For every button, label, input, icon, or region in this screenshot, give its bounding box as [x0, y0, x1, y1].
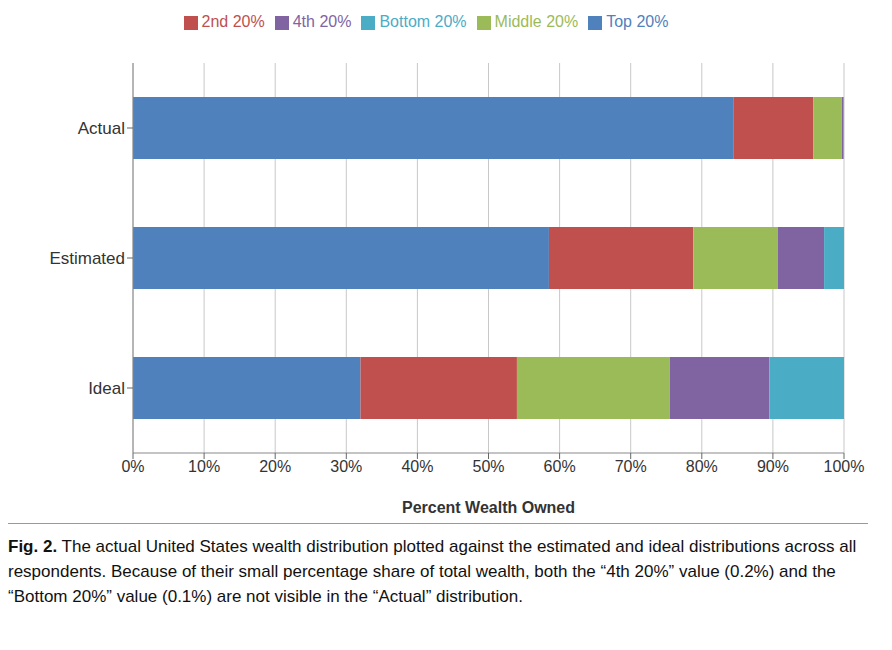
svg-text:90%: 90%	[757, 458, 789, 475]
svg-text:80%: 80%	[686, 458, 718, 475]
html-text:Bottom 20%: Bottom 20%	[379, 13, 467, 30]
svg-text:Percent Wealth Owned: Percent Wealth Owned	[402, 499, 575, 516]
svg-text:40%: 40%	[401, 458, 433, 475]
html-text:Middle 20%: Middle 20%	[494, 13, 579, 30]
svg-text:10%: 10%	[188, 458, 220, 475]
html-text:Fig. 2. The actual United Stat: Fig. 2. The actual United States wealth …	[8, 537, 857, 606]
svg-text:70%: 70%	[615, 458, 647, 475]
svg-text:50%: 50%	[472, 458, 504, 475]
svg-text:Estimated: Estimated	[49, 249, 125, 268]
svg-text:100%: 100%	[824, 458, 865, 475]
svg-text:0%: 0%	[121, 458, 144, 475]
svg-text:20%: 20%	[259, 458, 291, 475]
svg-text:Ideal: Ideal	[88, 379, 125, 398]
svg-text:60%: 60%	[544, 458, 576, 475]
html-text:4th 20%: 4th 20%	[292, 13, 352, 30]
html-text:Top 20%: Top 20%	[606, 13, 669, 30]
html-text:2nd 20%: 2nd 20%	[201, 13, 265, 30]
svg-text:30%: 30%	[330, 458, 362, 475]
svg-text:Actual: Actual	[78, 119, 125, 138]
